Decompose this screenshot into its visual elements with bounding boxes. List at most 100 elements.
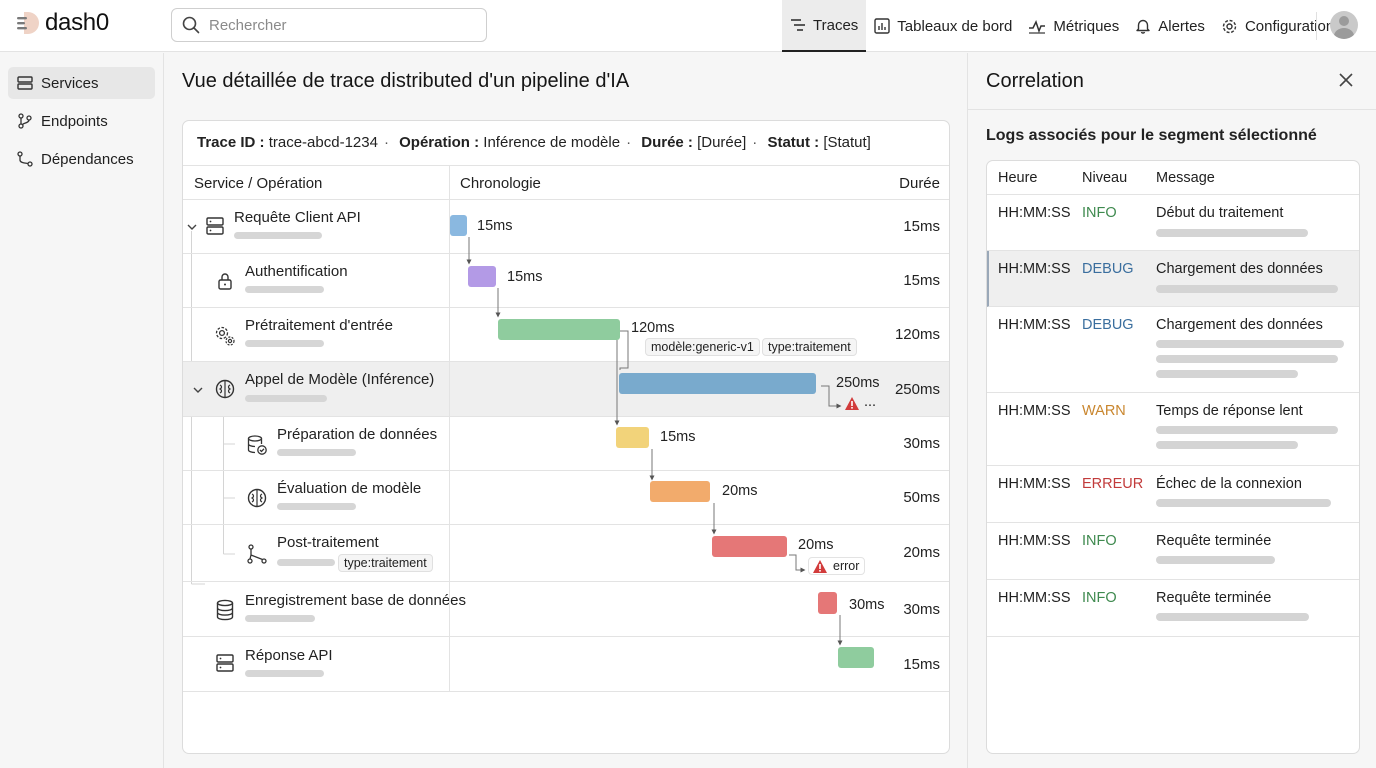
sidebar-item-label: Endpoints [41,112,108,130]
error-text: error [833,559,860,573]
row-name: Préparation de données [277,426,438,443]
table-row[interactable]: Post-traitement type:traitement 20ms [183,525,949,582]
database-check-icon [247,435,267,455]
sidebar-item-label: Dépendances [41,150,134,168]
log-row[interactable]: HH:MM:SS INFO Début du traitement [987,195,1359,251]
branch-icon [247,544,267,564]
placeholder-bar [1156,499,1331,507]
table-row[interactable]: Réponse API 15ms [183,637,949,692]
sidebar-item-label: Services [41,74,99,92]
table-row[interactable]: Préparation de données 30ms [183,417,949,471]
placeholder-bar [1156,340,1344,348]
search-input[interactable] [209,16,469,34]
span-bar[interactable] [838,647,874,668]
log-level: ERREUR [1082,476,1144,492]
span-bar[interactable] [712,536,787,557]
log-message: Chargement des données [1156,317,1323,333]
close-icon[interactable] [1339,73,1353,87]
trace-id-label: Trace ID : [197,134,265,151]
row-name: Évaluation de modèle [277,480,422,497]
span-label: 250ms [836,375,880,391]
logo[interactable]: dash0 [16,9,109,37]
log-row[interactable]: HH:MM:SS ERREUR Échec de la connexion [987,466,1359,523]
tag[interactable]: modèle:generic-v1 [645,338,760,356]
logs-header: Heure Niveau Message [987,161,1359,195]
log-time: HH:MM:SS [998,205,1071,221]
span-bar[interactable] [468,266,496,287]
nav-traces[interactable]: Traces [782,0,867,52]
warning-icon [845,397,859,410]
server-icon [17,76,33,90]
placeholder-bar [277,559,335,566]
avatar[interactable] [1330,11,1358,39]
table-row[interactable]: Requête Client API 15ms [183,200,949,254]
main-nav: Traces Tableaux de bord Métriques Alerte… [782,0,1342,52]
server-icon [206,217,224,235]
traces-icon [791,19,805,31]
table-row[interactable]: Authentification 15ms [183,254,949,308]
search-box[interactable] [171,8,487,42]
error-badge[interactable]: error [808,557,866,575]
tag[interactable]: type:traitement [338,554,433,572]
operation: Inférence de modèle [483,134,621,151]
placeholder-bar [1156,370,1298,378]
sidebar-item-services[interactable]: Services [8,67,155,99]
table-row[interactable]: Évaluation de modèle 50ms [183,471,949,525]
nav-metrics-label: Métriques [1053,17,1120,35]
chevron-down-icon[interactable] [193,386,203,394]
gear-icon [1222,19,1237,33]
log-time: HH:MM:SS [998,533,1071,549]
table-row[interactable]: Appel de Modèle (Inférence) 250ms [183,362,949,417]
row-name: Post-traitement [277,534,379,551]
nav-metrics[interactable]: Métriques [1020,0,1127,52]
nav-config[interactable]: Configuration [1213,0,1342,52]
placeholder-bar [245,395,327,402]
page-title: Vue détaillée de trace distributed d'un … [182,70,630,92]
span-label: 30ms [849,597,885,613]
nav-dashboards-label: Tableaux de bord [897,17,1013,35]
column-header-message[interactable]: Message [1156,170,1215,186]
span-bar[interactable] [619,373,816,394]
panel-title: Correlation [986,70,1084,92]
span-bar[interactable] [650,481,710,502]
nav-dashboards[interactable]: Tableaux de bord [866,0,1020,52]
log-row[interactable]: HH:MM:SS DEBUG Chargement des données [987,307,1359,393]
placeholder-bar [277,503,356,510]
endpoints-icon [18,113,32,129]
placeholder-bar [1156,441,1298,449]
placeholder-bar [1156,426,1338,434]
placeholder-bar [245,340,324,347]
log-level: INFO [1082,590,1117,606]
span-bar[interactable] [818,592,837,614]
span-bar[interactable] [450,215,467,236]
nav-alerts[interactable]: Alertes [1127,0,1213,52]
column-header-duration[interactable]: Durée [899,175,940,192]
log-row[interactable]: HH:MM:SS DEBUG Chargement des données [987,251,1359,307]
top-bar: dash0 Traces Tableaux de bord Métriques … [0,0,1376,52]
column-header-service[interactable]: Service / Opération [194,175,323,192]
log-message: Requête terminée [1156,533,1272,549]
table-row[interactable]: Prétraitement d'entrée 120ms [183,308,949,362]
column-header-timeline[interactable]: Chronologie [460,175,541,192]
database-icon [216,599,234,621]
duration-label: Durée : [641,134,693,151]
span-bar[interactable] [498,319,620,340]
log-row[interactable]: HH:MM:SS WARN Temps de réponse lent [987,393,1359,466]
row-duration: 15ms [903,656,940,673]
tag[interactable]: type:traitement [762,338,857,356]
nav-config-label: Configuration [1244,17,1335,35]
log-time: HH:MM:SS [998,476,1071,492]
span-bar[interactable] [616,427,649,448]
log-time: HH:MM:SS [998,590,1071,606]
column-header-time[interactable]: Heure [998,170,1038,186]
sidebar-item-dependencies[interactable]: Dépendances [8,143,155,175]
log-row[interactable]: HH:MM:SS INFO Requête terminée [987,580,1359,637]
row-name: Réponse API [245,647,333,664]
chevron-down-icon[interactable] [187,223,197,231]
table-row[interactable]: Enregistrement base de données 30ms [183,582,949,637]
status-label: Statut : [767,134,820,151]
sidebar-item-endpoints[interactable]: Endpoints [8,105,155,137]
column-header-level[interactable]: Niveau [1082,170,1128,186]
log-level: INFO [1082,533,1117,549]
log-row[interactable]: HH:MM:SS INFO Requête terminée [987,523,1359,580]
